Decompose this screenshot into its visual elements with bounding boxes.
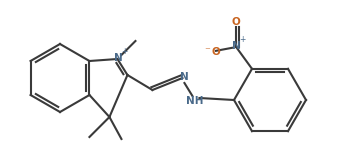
Text: +: + xyxy=(121,47,128,57)
Text: N: N xyxy=(232,41,240,51)
Text: N: N xyxy=(114,53,123,63)
Text: O: O xyxy=(232,17,240,27)
Text: ⁻: ⁻ xyxy=(204,46,210,56)
Text: O: O xyxy=(212,47,220,57)
Text: +: + xyxy=(239,35,245,44)
Text: NH: NH xyxy=(186,96,203,106)
Text: N: N xyxy=(180,72,189,82)
